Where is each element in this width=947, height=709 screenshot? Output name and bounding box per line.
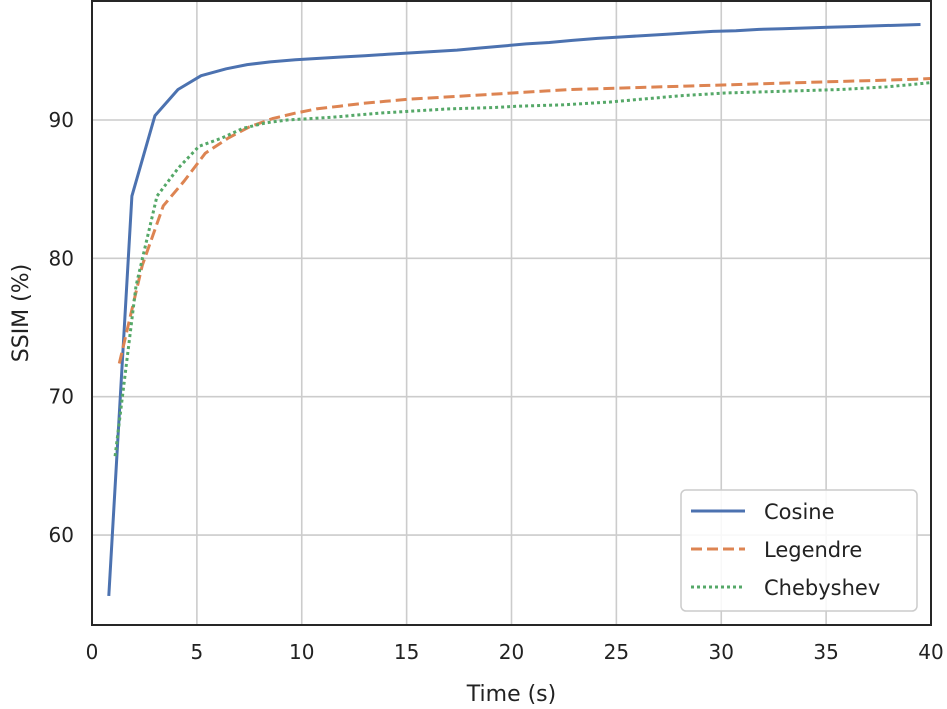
x-tick-label: 30 (709, 640, 734, 664)
series-line-chebyshev (113, 81, 932, 457)
series-line-cosine (107, 23, 921, 596)
y-axis-ticks: 60 70 80 90 (49, 108, 74, 547)
x-tick-label: 35 (813, 640, 838, 664)
legend: Cosine Legendre Chebyshev (680, 489, 918, 612)
series-line-legendre (117, 77, 932, 364)
plot-frame (91, 0, 932, 626)
series-layer (107, 23, 932, 596)
x-tick-label: 15 (394, 640, 419, 664)
legend-box (680, 489, 918, 612)
x-axis-ticks: 0 5 10 15 20 25 30 35 40 (86, 640, 944, 664)
x-tick-label: 5 (191, 640, 204, 664)
x-tick-label: 10 (289, 640, 314, 664)
legend-label-chebyshev: Chebyshev (764, 576, 880, 600)
x-axis-title: Time (s) (466, 682, 556, 707)
legend-label-cosine: Cosine (764, 500, 835, 524)
y-tick-label: 90 (49, 108, 74, 132)
y-tick-label: 60 (49, 523, 74, 547)
x-tick-label: 0 (86, 640, 99, 664)
y-tick-label: 80 (49, 246, 74, 270)
x-tick-label: 25 (604, 640, 629, 664)
x-tick-label: 20 (499, 640, 524, 664)
y-axis-title: SSIM (%) (9, 264, 34, 362)
x-tick-label: 40 (918, 640, 943, 664)
y-tick-label: 70 (49, 385, 74, 409)
legend-label-legendre: Legendre (764, 538, 862, 562)
